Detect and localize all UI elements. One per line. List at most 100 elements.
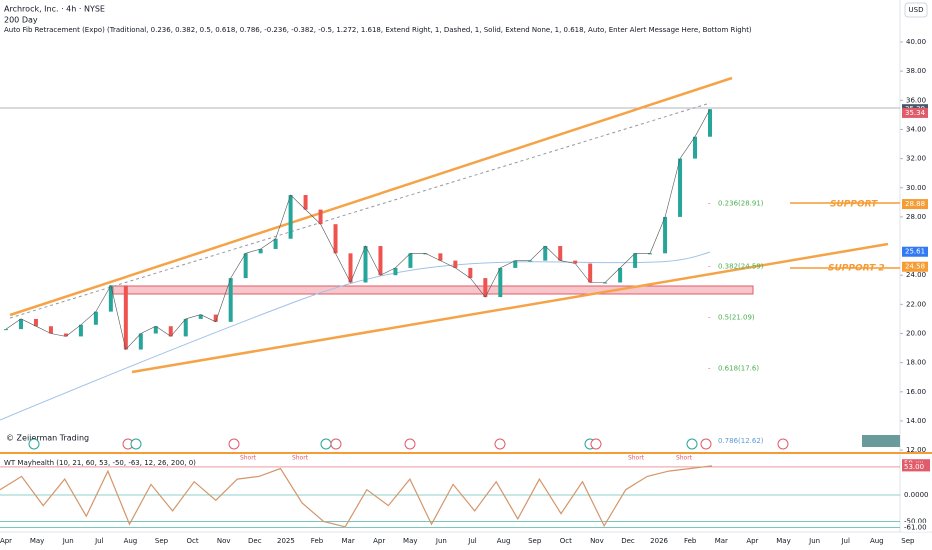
candle xyxy=(183,318,188,337)
candle xyxy=(678,158,683,217)
candle xyxy=(483,278,488,298)
price-tag-label: 25.61 xyxy=(905,248,925,256)
y-tick-label: 34.00 xyxy=(906,125,926,133)
fib-marker: - xyxy=(708,364,711,372)
fib-marker: - xyxy=(708,314,711,322)
x-tick-label: Aug xyxy=(497,537,511,545)
osc-tag-label: -61.00 xyxy=(904,523,927,531)
price-tag-label: 35.34 xyxy=(905,109,926,117)
y-tick-label: 20.00 xyxy=(906,330,926,338)
x-tick-label: Jul xyxy=(467,537,477,545)
candle xyxy=(408,253,413,268)
x-tick-label: Apr xyxy=(373,537,385,545)
x-tick-label: May xyxy=(30,537,44,545)
event-marker[interactable] xyxy=(330,438,342,450)
y-tick-label: 40.00 xyxy=(906,38,926,46)
candle xyxy=(123,285,128,350)
x-tick-label: Dec xyxy=(248,537,262,545)
ma-200 xyxy=(0,251,711,421)
event-marker[interactable] xyxy=(130,438,142,450)
y-tick-label: 14.00 xyxy=(906,417,926,425)
x-tick-label: Apr xyxy=(746,537,758,545)
support2-label: SUPPORT 2 xyxy=(828,264,885,274)
x-tick-label: Sep xyxy=(528,537,542,545)
candle xyxy=(93,311,98,325)
x-tick-label: Nov xyxy=(590,537,604,545)
osc-tag xyxy=(902,517,930,527)
credit: © Zeiierman Trading xyxy=(6,434,89,443)
lower-channel xyxy=(131,242,889,374)
candle xyxy=(573,260,578,264)
currency-button[interactable] xyxy=(904,2,928,18)
candle xyxy=(153,326,158,334)
osc-tag-label: 53.00 xyxy=(904,463,924,471)
indicator-ma: 200 Day xyxy=(4,16,38,25)
candle xyxy=(393,267,398,276)
fib-label: 0.786(12.62) xyxy=(718,437,764,445)
candle xyxy=(648,253,653,255)
chart-title: Archrock, Inc. · 4h · NYSE xyxy=(4,5,105,14)
candle xyxy=(453,260,458,268)
x-tick-label: Aug xyxy=(870,537,884,545)
x-tick-label: Feb xyxy=(684,537,697,545)
candle xyxy=(33,318,38,327)
candle xyxy=(258,248,263,254)
osc-tag xyxy=(902,490,930,500)
candle xyxy=(273,238,278,249)
candle xyxy=(4,329,8,331)
candle xyxy=(228,278,233,322)
candle xyxy=(213,314,218,322)
candle xyxy=(693,136,698,159)
x-tick-label: May xyxy=(403,537,417,545)
candle xyxy=(303,195,308,210)
x-tick-label: May xyxy=(776,537,790,545)
price-tag xyxy=(902,261,928,272)
x-tick-label: Nov xyxy=(217,537,231,545)
event-marker[interactable] xyxy=(320,438,332,450)
y-tick-label: 36.00 xyxy=(906,96,926,104)
event-marker[interactable] xyxy=(590,438,602,450)
x-tick-label: Apr xyxy=(0,537,12,545)
price-tag xyxy=(902,199,928,210)
event-marker[interactable] xyxy=(686,438,698,450)
event-marker[interactable] xyxy=(700,438,712,450)
x-tick-label: Oct xyxy=(560,537,572,545)
event-marker[interactable] xyxy=(777,438,789,450)
resistance-zone xyxy=(112,285,754,295)
candle xyxy=(108,285,113,312)
candle xyxy=(168,326,173,337)
candle xyxy=(138,333,143,350)
x-tick-label: Oct xyxy=(187,537,199,545)
currency[interactable]: USD xyxy=(909,6,924,14)
candle xyxy=(468,267,473,279)
candle xyxy=(363,246,368,283)
candle xyxy=(438,253,443,261)
candle xyxy=(243,253,248,279)
osc-tag xyxy=(902,462,930,472)
candle xyxy=(618,267,623,283)
event-marker[interactable] xyxy=(228,438,240,450)
y-tick-label: 28.00 xyxy=(906,213,926,221)
candle xyxy=(318,209,323,225)
wave-trend xyxy=(0,465,713,528)
candle xyxy=(528,260,533,262)
y-tick-label: 16.00 xyxy=(906,388,926,396)
event-marker[interactable] xyxy=(404,438,416,450)
event-marker[interactable] xyxy=(494,438,506,450)
scroll-button[interactable] xyxy=(862,435,900,447)
osc-tag-label: 0.0000 xyxy=(904,491,929,499)
y-tick-label: 32.00 xyxy=(906,155,926,163)
x-tick-label: Sep xyxy=(155,537,169,545)
price-tag xyxy=(902,246,928,257)
price-tag-label: 28.88 xyxy=(905,200,925,208)
x-tick-label: Sep xyxy=(901,537,915,545)
candle xyxy=(63,333,68,337)
price-tag xyxy=(902,107,928,118)
x-tick-label: Jul xyxy=(94,537,104,545)
candle xyxy=(348,253,353,283)
y-tick-label: 30.00 xyxy=(906,184,926,192)
x-tick-label: Aug xyxy=(124,537,138,545)
event-marker[interactable] xyxy=(28,438,40,450)
short-signal: Short xyxy=(676,455,693,462)
